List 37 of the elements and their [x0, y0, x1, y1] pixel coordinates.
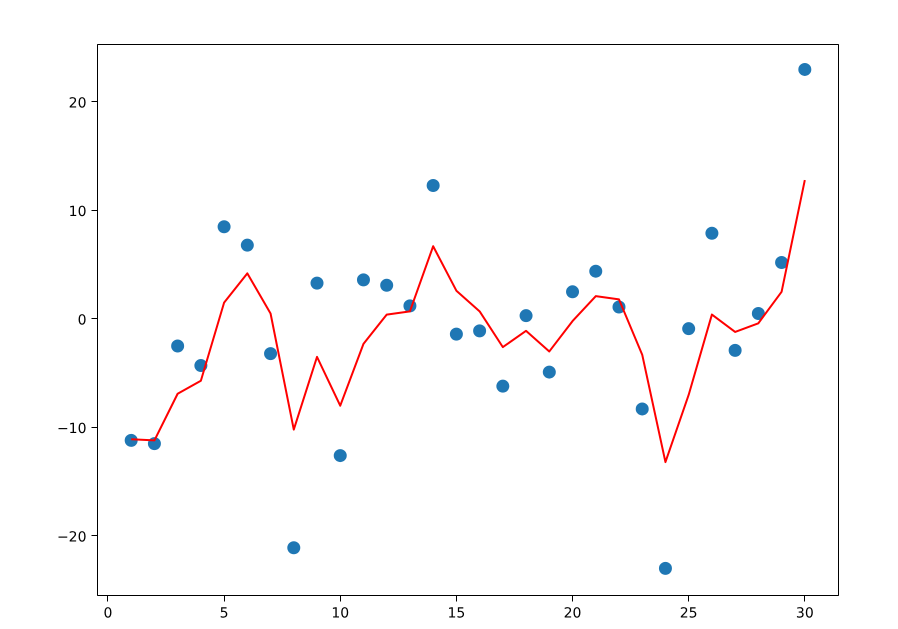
- point: [636, 402, 649, 416]
- point: [450, 328, 463, 341]
- point: [473, 324, 486, 338]
- y-tick-label: −20: [56, 529, 86, 546]
- point: [542, 366, 556, 379]
- point: [287, 541, 300, 554]
- point: [658, 562, 672, 575]
- point: [682, 322, 696, 336]
- x-tick-label: 0: [104, 606, 112, 622]
- point: [752, 307, 765, 320]
- point: [566, 285, 580, 298]
- point: [264, 347, 278, 360]
- point: [380, 278, 394, 292]
- point: [426, 179, 440, 192]
- point: [705, 226, 718, 240]
- point: [171, 340, 184, 353]
- x-tick-label: 10: [331, 606, 350, 622]
- point: [775, 256, 788, 269]
- point: [798, 62, 812, 76]
- x-tick-label: 30: [796, 606, 814, 622]
- x-tick-label: 20: [564, 606, 582, 622]
- x-tick-label: 5: [220, 606, 229, 622]
- point: [218, 220, 231, 234]
- y-tick-label: −10: [56, 420, 86, 437]
- point: [496, 380, 510, 393]
- y-tick-label: 20: [68, 95, 87, 112]
- point: [356, 273, 370, 286]
- point: [520, 309, 533, 322]
- y-tick-label: 0: [78, 312, 87, 328]
- point: [334, 449, 347, 462]
- point: [589, 264, 602, 278]
- x-tick-label: 15: [447, 606, 466, 622]
- x-tick-label: 25: [680, 606, 698, 622]
- point: [240, 238, 254, 252]
- y-tick-label: 10: [68, 204, 87, 220]
- point: [310, 276, 324, 290]
- point: [728, 344, 742, 357]
